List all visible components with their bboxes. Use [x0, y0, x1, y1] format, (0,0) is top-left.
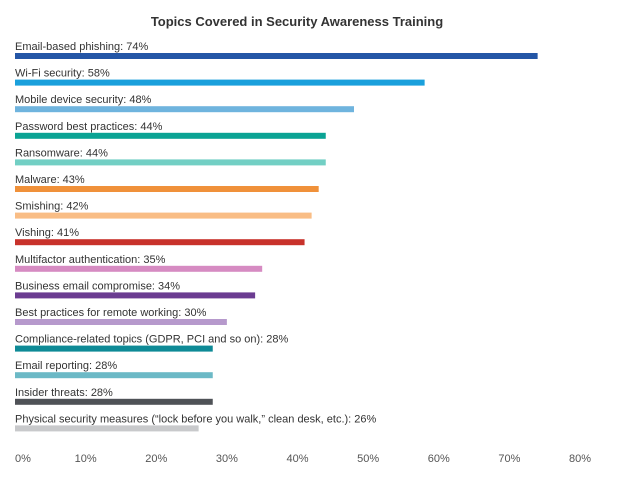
bar-label: Smishing: 42% — [15, 201, 89, 213]
bar-label: Mobile device security: 48% — [15, 94, 152, 106]
bar — [15, 106, 354, 113]
bar — [15, 372, 213, 379]
bar-label: Physical security measures (“lock before… — [15, 413, 377, 425]
bar — [15, 132, 326, 139]
x-tick-label: 30% — [216, 453, 238, 465]
bar-label: Ransomware: 44% — [15, 147, 108, 159]
bar-label: Wi-Fi security: 58% — [15, 68, 110, 80]
bar — [15, 398, 213, 405]
bar — [15, 159, 326, 166]
bar-label: Best practices for remote working: 30% — [15, 307, 207, 319]
x-tick-label: 70% — [498, 453, 520, 465]
bar — [15, 425, 199, 432]
bar — [15, 186, 319, 192]
bar-label: Multifactor authentication: 35% — [15, 254, 166, 266]
bar-label: Malware: 43% — [15, 174, 85, 186]
bar — [15, 239, 305, 246]
x-tick-label: 50% — [357, 453, 379, 465]
x-tick-label: 40% — [286, 453, 308, 465]
bar — [15, 265, 263, 272]
bar — [15, 345, 213, 352]
chart-title: Topics Covered in Security Awareness Tra… — [150, 14, 444, 29]
bar — [15, 79, 425, 86]
bar — [15, 53, 538, 59]
bar — [15, 292, 256, 299]
bar-label: Compliance-related topics (GDPR, PCI and… — [15, 334, 289, 346]
bar-label: Email-based phishing: 74% — [15, 41, 149, 53]
x-tick-label: 60% — [428, 453, 450, 465]
bar-label: Password best practices: 44% — [15, 121, 163, 133]
bar — [15, 212, 312, 219]
x-tick-label: 20% — [145, 453, 167, 465]
bar-label: Business email compromise: 34% — [15, 280, 180, 292]
x-tick-label: 0% — [15, 453, 31, 465]
x-tick-label: 80% — [569, 453, 591, 465]
bar — [15, 319, 227, 325]
bar-label: Vishing: 41% — [15, 227, 79, 239]
bar-label: Email reporting: 28% — [15, 360, 117, 372]
bar-label: Insider threats: 28% — [15, 387, 113, 399]
x-tick-label: 10% — [75, 453, 97, 465]
